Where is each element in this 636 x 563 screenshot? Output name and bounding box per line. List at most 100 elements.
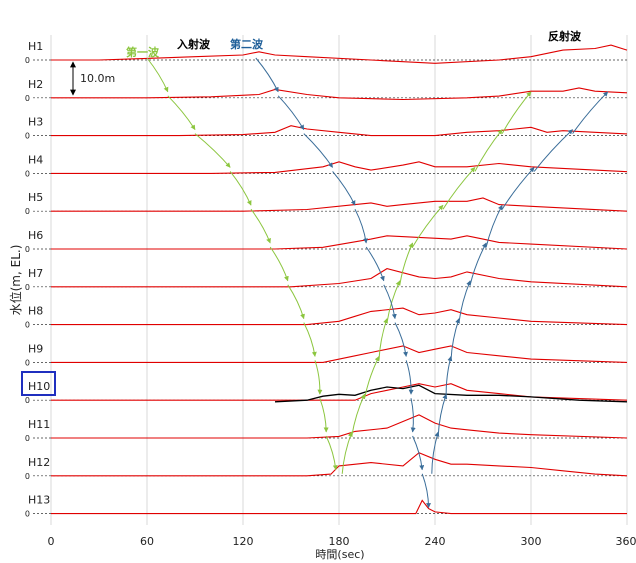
series-line-h12 bbox=[51, 452, 628, 477]
series-line-h6 bbox=[51, 235, 628, 250]
second-wave-arrow bbox=[255, 57, 279, 93]
second-wave-arrow bbox=[303, 133, 334, 168]
scale-label: 10.0m bbox=[80, 72, 115, 85]
series-line-h10-measured bbox=[274, 384, 628, 403]
zero-label: 0 bbox=[25, 207, 30, 216]
x-tick-label: 360 bbox=[616, 535, 636, 548]
station-label-h11: H11 bbox=[28, 418, 50, 431]
first-wave-reflected-arrow bbox=[474, 129, 503, 172]
station-label-h4: H4 bbox=[28, 153, 43, 166]
wave-arrows bbox=[146, 57, 609, 509]
reflected-wave-arrow bbox=[450, 318, 460, 361]
station-label-h7: H7 bbox=[28, 267, 43, 280]
first-wave-arrow bbox=[269, 246, 289, 282]
series-line-h2 bbox=[51, 87, 628, 101]
station-label-h1: H1 bbox=[28, 40, 43, 53]
series-group bbox=[33, 44, 628, 515]
highlight-box-h10 bbox=[21, 371, 56, 396]
reflected-wave-arrow bbox=[572, 91, 609, 134]
station-label-h3: H3 bbox=[28, 116, 43, 129]
first-wave-arrow bbox=[146, 57, 169, 93]
series-line-h11 bbox=[51, 414, 628, 439]
x-tick-label: 0 bbox=[48, 535, 55, 548]
first-wave-reflected-arrow bbox=[341, 431, 353, 474]
zero-label: 0 bbox=[25, 358, 30, 367]
zero-label: 0 bbox=[25, 94, 30, 103]
zero-label: 0 bbox=[25, 510, 30, 519]
x-tick-label: 240 bbox=[425, 535, 446, 548]
second-wave-arrow bbox=[394, 322, 408, 357]
first-wave-arrow bbox=[287, 284, 305, 320]
zero-label: 0 bbox=[25, 321, 30, 330]
x-axis: 0 60 120 180 240 300 360 bbox=[48, 535, 636, 548]
second-wave-arrow bbox=[421, 473, 432, 509]
first-wave-reflected-arrow bbox=[412, 204, 444, 248]
x-tick-label: 180 bbox=[329, 535, 350, 548]
station-label-h8: H8 bbox=[28, 305, 43, 318]
second-wave-arrow bbox=[383, 284, 397, 320]
first-wave-arrow bbox=[303, 322, 317, 357]
first-wave-reflected-arrow bbox=[364, 355, 380, 399]
station-label-h2: H2 bbox=[28, 78, 43, 91]
series-line-h10 bbox=[51, 383, 628, 401]
reflected-wave-arrow bbox=[458, 280, 471, 323]
first-wave-arrow bbox=[319, 398, 329, 433]
second-wave-arrow bbox=[405, 360, 414, 395]
second-wave-arrow bbox=[365, 246, 385, 282]
series-line-h3 bbox=[51, 125, 628, 137]
station-label-h13: H13 bbox=[28, 494, 50, 507]
reflected-wave-arrow bbox=[533, 129, 573, 172]
second-wave-arrow bbox=[277, 95, 305, 131]
first-wave-arrow bbox=[167, 95, 196, 131]
x-tick-label: 60 bbox=[140, 535, 154, 548]
zero-label: 0 bbox=[25, 434, 30, 443]
station-label-h12: H12 bbox=[28, 456, 50, 469]
x-tick-label: 300 bbox=[521, 535, 542, 548]
labels-group: 0H10H20H30H40H50H60H70H80H90H100H110H120… bbox=[25, 40, 50, 519]
second-wave-arrow bbox=[410, 398, 416, 433]
first-wave-arrow bbox=[194, 133, 231, 168]
annotation-second-wave: 第二波 bbox=[230, 37, 264, 51]
station-label-h6: H6 bbox=[28, 229, 43, 242]
first-wave-arrow bbox=[250, 208, 271, 244]
station-label-h10: H10 bbox=[28, 380, 50, 393]
annotation-reflected-wave: 反射波 bbox=[548, 29, 582, 43]
first-wave-reflected-arrow bbox=[378, 318, 388, 361]
series-line-h4 bbox=[51, 161, 628, 174]
second-wave-arrow bbox=[412, 435, 425, 471]
first-wave-reflected-arrow bbox=[501, 91, 532, 134]
zero-label: 0 bbox=[25, 56, 30, 65]
annotation-incident-wave: 入射波 bbox=[177, 37, 211, 51]
first-wave-arrow bbox=[325, 435, 338, 471]
reflected-wave-arrow bbox=[469, 242, 487, 285]
zero-label: 0 bbox=[25, 283, 30, 292]
first-wave-reflected-arrow bbox=[442, 167, 476, 210]
reflected-wave-arrow bbox=[485, 204, 503, 248]
zero-label: 0 bbox=[25, 132, 30, 141]
series-line-h13 bbox=[51, 499, 627, 515]
series-line-h8 bbox=[51, 307, 628, 326]
reflected-wave-arrow bbox=[431, 431, 440, 474]
first-wave-arrow bbox=[314, 360, 323, 395]
first-wave-reflected-arrow bbox=[386, 280, 401, 323]
series-line-h5 bbox=[51, 197, 628, 212]
second-wave-arrow bbox=[354, 208, 368, 244]
reflected-wave-arrow bbox=[501, 167, 535, 210]
y-axis-title: 水位(m, EL.) bbox=[8, 245, 23, 316]
series-line-h7 bbox=[51, 268, 628, 288]
station-label-h9: H9 bbox=[28, 342, 43, 355]
annotation-first-wave: 第一波 bbox=[126, 45, 160, 59]
zero-label: 0 bbox=[25, 396, 30, 405]
zero-label: 0 bbox=[25, 169, 30, 178]
first-wave-reflected-arrow bbox=[399, 242, 414, 285]
zero-label: 0 bbox=[25, 472, 30, 481]
reflected-wave-arrow bbox=[437, 393, 448, 437]
first-wave-arrow bbox=[229, 171, 252, 206]
vertical-gridlines bbox=[50, 35, 628, 525]
series-line-h9 bbox=[51, 345, 628, 363]
x-tick-label: 120 bbox=[233, 535, 254, 548]
series-line-h1 bbox=[51, 44, 628, 64]
second-wave-arrow bbox=[332, 171, 356, 206]
station-label-h5: H5 bbox=[28, 191, 43, 204]
